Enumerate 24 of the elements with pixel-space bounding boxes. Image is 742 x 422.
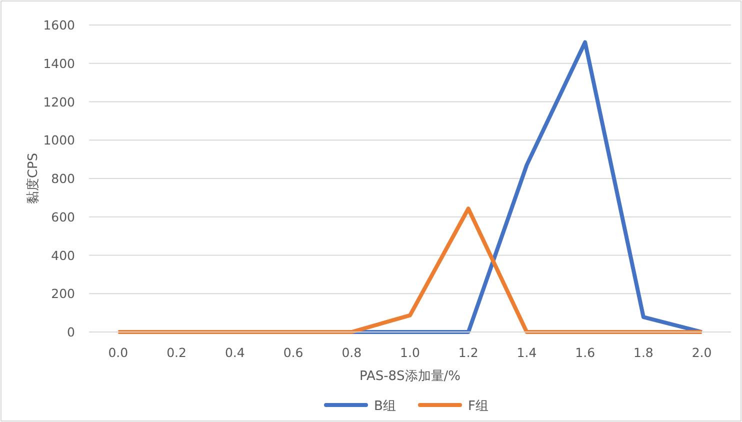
y-tick-label: 1600	[43, 18, 76, 32]
legend-label: B组	[374, 399, 396, 414]
x-axis-title: PAS-8S添加量/%	[359, 369, 461, 384]
y-tick-label: 1200	[43, 94, 76, 110]
y-tick-label: 800	[51, 171, 76, 186]
y-tick-label: 1000	[43, 132, 76, 148]
x-tick-label: 0.4	[224, 345, 245, 360]
x-tick-label: 1.4	[516, 345, 537, 360]
x-tick-label: 1.0	[400, 345, 420, 360]
y-axis-title: 黏度CPS	[25, 152, 41, 204]
x-tick-label: 0.2	[166, 345, 186, 360]
x-tick-label: 1.8	[634, 345, 654, 360]
x-tick-label: 0.6	[283, 345, 304, 360]
y-tick-label: 0	[67, 324, 76, 340]
y-tick-label: 400	[51, 248, 76, 263]
y-tick-label: 200	[51, 286, 76, 302]
y-tick-label: 600	[51, 209, 76, 224]
x-tick-label: 0.8	[342, 345, 362, 360]
x-tick-label: 0.0	[108, 345, 128, 360]
x-tick-label: 1.6	[575, 345, 596, 360]
x-tick-label: 1.2	[458, 345, 478, 360]
legend-label: F组	[468, 399, 488, 414]
y-tick-label: 1400	[43, 56, 76, 71]
x-tick-label: 2.0	[692, 345, 712, 360]
